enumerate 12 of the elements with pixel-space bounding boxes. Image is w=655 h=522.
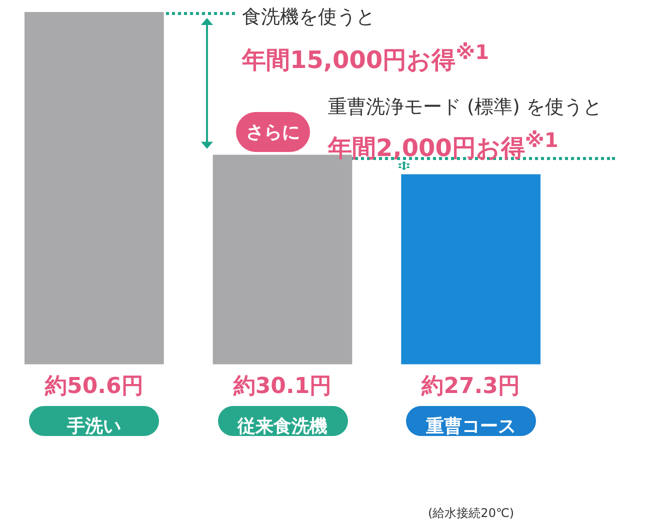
annotation: 食洗機を使うと — [242, 5, 375, 30]
data-label: 約30.1円 — [232, 374, 332, 400]
text: (給水接続20℃) — [428, 505, 514, 522]
x-tick-label: 従来食洗機 — [236, 416, 328, 437]
annotation: 年間2,000円お得$^{※1}$ — [328, 128, 558, 164]
annotation: さらに — [236, 112, 310, 152]
data-label: 約27.3円 — [420, 374, 520, 400]
x-tick-label: 重曹コース — [424, 416, 516, 437]
data-label: 約50.6円 — [44, 374, 144, 400]
x-tick-label: 手洗い — [66, 416, 122, 437]
annotation: 年間15,000円お得$^{※1}$ — [242, 40, 489, 76]
annotation: 重曹洗浄モード (標準) を使うと — [328, 95, 602, 120]
